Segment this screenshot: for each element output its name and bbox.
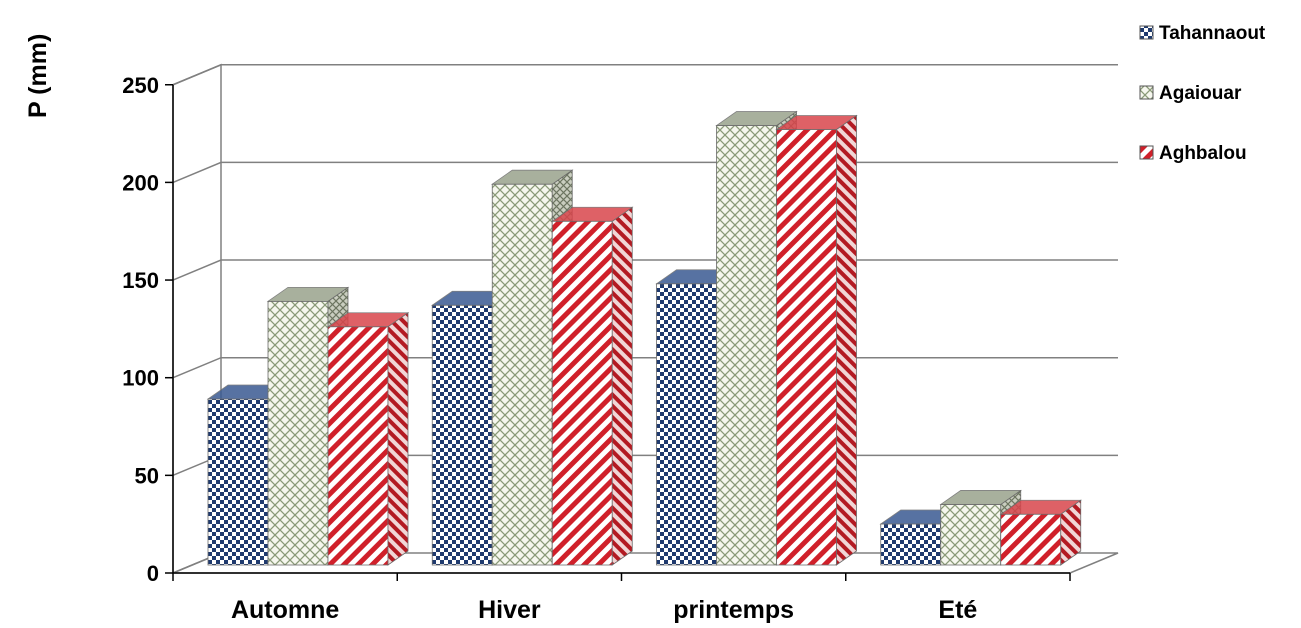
- bar-front: [207, 398, 269, 566]
- category-label: Eté: [938, 596, 977, 624]
- legend-label: Agaiouar: [1159, 83, 1242, 104]
- gridline: [172, 259, 1118, 281]
- legend-swatch: [1139, 25, 1154, 40]
- category-labels: Automne Hiver printemps Eté: [231, 596, 977, 624]
- bar-side: [611, 206, 633, 566]
- bar-side: [836, 114, 857, 566]
- legend-item-agaiouar: Agaiouar: [1139, 83, 1242, 104]
- bar-top: [266, 286, 350, 302]
- bar-top: [775, 115, 858, 130]
- legend-label: Aghbalou: [1159, 143, 1247, 164]
- bar-front: [880, 523, 942, 566]
- bar-top: [715, 111, 798, 126]
- bar-front: [491, 183, 553, 566]
- legend: Tahannaout Agaiouar Aghbalou: [1139, 23, 1266, 164]
- y-tick-label: 50: [135, 463, 159, 488]
- y-tick-label: 150: [122, 268, 159, 293]
- legend-item-tahannaout: Tahannaout: [1139, 23, 1266, 44]
- y-tick-label: 250: [122, 73, 159, 98]
- bar-aghbalou: [326, 311, 410, 566]
- bar-side: [387, 311, 409, 566]
- y-tick-label: 0: [147, 561, 159, 586]
- bar-top: [490, 169, 574, 185]
- gridline: [172, 64, 1118, 86]
- y-axis-title: P (mm): [24, 34, 52, 118]
- y-tick-label: 100: [122, 366, 159, 391]
- legend-item-aghbalou: Aghbalou: [1139, 143, 1247, 164]
- bar-top: [550, 206, 634, 222]
- bars: [206, 110, 1083, 566]
- category-label: Hiver: [478, 596, 541, 624]
- bar-front: [716, 125, 777, 566]
- bar-front: [267, 300, 329, 566]
- bar-front: [327, 326, 389, 566]
- bar-front: [1000, 513, 1062, 566]
- bar-aghbalou: [775, 114, 858, 566]
- bar-top: [326, 312, 410, 328]
- y-tick-label: 200: [122, 170, 159, 195]
- bar-top: [939, 490, 1023, 505]
- bar-aghbalou: [999, 499, 1083, 566]
- gridline: [172, 161, 1118, 184]
- bar-front: [551, 220, 613, 566]
- bar-front: [776, 129, 837, 566]
- legend-swatch: [1139, 145, 1154, 160]
- bar-front: [431, 304, 493, 566]
- y-axis-ticks: 0 50 100 150 200 250: [122, 73, 1071, 586]
- category-label: printemps: [673, 596, 794, 624]
- bar-top: [999, 499, 1083, 515]
- bar-front: [940, 504, 1002, 566]
- bar-front: [656, 283, 717, 566]
- legend-label: Tahannaout: [1159, 23, 1266, 44]
- legend-swatch: [1139, 85, 1154, 100]
- category-label: Automne: [231, 596, 339, 624]
- bar-aghbalou: [550, 206, 634, 566]
